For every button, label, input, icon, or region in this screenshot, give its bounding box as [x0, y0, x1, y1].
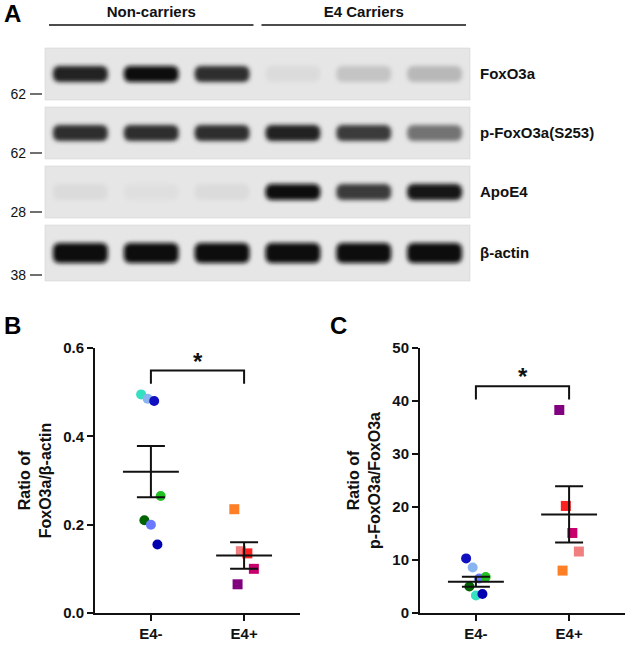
svg-text:0: 0 — [401, 604, 409, 621]
svg-text:Non-carriers: Non-carriers — [107, 3, 196, 20]
html-text:C: C — [330, 312, 348, 339]
svg-text:30: 30 — [392, 445, 409, 462]
svg-text:20: 20 — [392, 498, 409, 515]
svg-text:Ratio ofFoxO3a/β-actin: Ratio ofFoxO3a/β-actin — [16, 423, 54, 539]
svg-text:FoxO3a: FoxO3a — [480, 65, 536, 82]
svg-text:ApoE4: ApoE4 — [480, 183, 528, 200]
svg-text:E4-: E4- — [464, 625, 487, 642]
svg-text:0.0: 0.0 — [63, 604, 84, 621]
svg-text:*: * — [518, 363, 528, 390]
svg-text:0.2: 0.2 — [63, 516, 84, 533]
svg-text:40: 40 — [392, 392, 409, 409]
svg-text:Ratio ofp-FoxO3a/FoxO3a: Ratio ofp-FoxO3a/FoxO3a — [345, 412, 383, 549]
svg-text:62: 62 — [10, 145, 26, 161]
svg-text:0.6: 0.6 — [63, 339, 84, 356]
html-text:B: B — [4, 312, 22, 339]
svg-text:β-actin: β-actin — [480, 244, 529, 261]
svg-text:E4-: E4- — [139, 625, 162, 642]
svg-text:E4+: E4+ — [231, 625, 258, 642]
svg-text:62: 62 — [10, 86, 26, 102]
svg-text:50: 50 — [392, 339, 409, 356]
svg-text:38: 38 — [10, 267, 26, 283]
svg-text:28: 28 — [10, 204, 26, 220]
svg-text:10: 10 — [392, 551, 409, 568]
svg-text:E4+: E4+ — [556, 625, 583, 642]
svg-text:p-FoxO3a(S253): p-FoxO3a(S253) — [480, 124, 594, 141]
svg-text:*: * — [193, 348, 203, 375]
html-text:A: A — [4, 0, 22, 27]
svg-text:E4 Carriers: E4 Carriers — [324, 3, 404, 20]
svg-text:0.4: 0.4 — [63, 428, 85, 445]
